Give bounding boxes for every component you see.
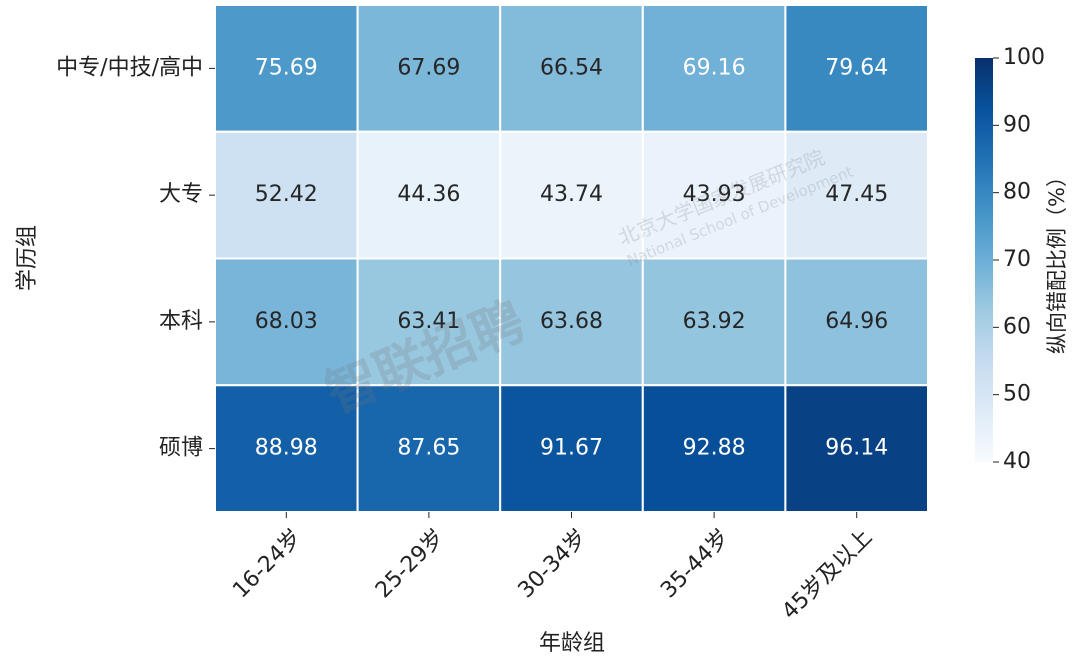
cell-label: 96.14 [825, 436, 888, 461]
cell-label: 92.88 [683, 436, 746, 461]
heatmap-cell [214, 384, 359, 513]
cell-label: 91.67 [540, 436, 603, 461]
y-axis-label: 学历组 [15, 225, 40, 291]
colorbar-tick-label: 90 [1003, 112, 1031, 137]
x-tick-label: 45岁及以上 [777, 525, 877, 625]
heatmap-cell [356, 4, 502, 133]
heatmap-cell [214, 130, 359, 260]
heatmap-cell [214, 257, 359, 387]
cell-label: 69.16 [683, 55, 746, 80]
cell-label: 79.64 [825, 55, 888, 80]
cell-label: 43.93 [683, 182, 746, 207]
colorbar-tick-label: 100 [1003, 45, 1045, 70]
heatmap-cell [641, 4, 787, 133]
x-tick-label: 25-29岁 [371, 525, 449, 603]
colorbar-tick-label: 50 [1003, 382, 1031, 407]
x-axis-label: 年龄组 [539, 631, 605, 656]
heatmap-cell [641, 257, 787, 387]
x-tick-label: 35-44岁 [656, 525, 734, 603]
heatmap-cell [784, 130, 930, 260]
colorbar-label: 纵向错配比例（%） [1045, 166, 1069, 354]
cell-label: 63.41 [397, 309, 460, 334]
y-tick-label: 本科 [159, 309, 203, 334]
cell-label: 66.54 [540, 55, 603, 80]
colorbar-tick-label: 80 [1003, 180, 1031, 205]
colorbar-tick-label: 40 [1003, 449, 1031, 474]
colorbar-tick-label: 70 [1003, 247, 1031, 272]
cell-label: 88.98 [255, 436, 318, 461]
heatmap-cell [356, 384, 502, 513]
cell-label: 44.36 [397, 182, 460, 207]
cell-label: 75.69 [255, 55, 318, 80]
cell-label: 63.92 [683, 309, 746, 334]
cell-label: 52.42 [255, 182, 318, 207]
heatmap-cell [214, 4, 359, 133]
x-tick-label: 30-34岁 [514, 525, 592, 603]
heatmap-cell [499, 257, 644, 387]
heatmap-cell [499, 4, 644, 133]
cell-label: 67.69 [397, 55, 460, 80]
cell-label: 87.65 [397, 436, 460, 461]
heatmap-cell [784, 257, 930, 387]
cell-label: 64.96 [825, 309, 888, 334]
heatmap-cell [641, 384, 787, 513]
cell-label: 68.03 [255, 309, 318, 334]
cell-label: 63.68 [540, 309, 603, 334]
cell-label: 43.74 [540, 182, 603, 207]
y-tick-label: 中专/中技/高中 [56, 55, 203, 80]
heatmap-cell [499, 130, 644, 260]
colorbar [975, 58, 993, 462]
cell-label: 47.45 [825, 182, 888, 207]
y-tick-label: 大专 [159, 182, 203, 207]
x-tick-label: 16-24岁 [228, 525, 306, 603]
heatmap-cell [784, 384, 930, 513]
colorbar-tick-label: 60 [1003, 314, 1031, 339]
y-tick-label: 硕博 [159, 436, 203, 461]
heatmap-cell [499, 384, 644, 513]
heatmap-cell [356, 257, 502, 387]
